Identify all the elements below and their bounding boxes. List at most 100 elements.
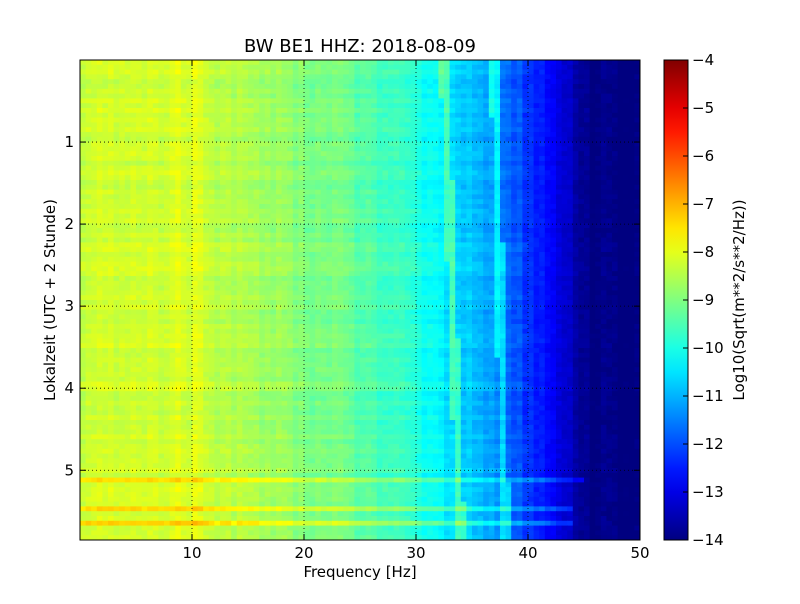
heatmap-cell (404, 146, 411, 152)
heatmap-cell (220, 117, 227, 123)
heatmap-cell (572, 285, 579, 291)
heatmap-cell (169, 74, 176, 80)
heatmap-cell (119, 271, 126, 277)
heatmap-cell (287, 199, 294, 205)
heatmap-cell (141, 208, 148, 215)
heatmap-cell (382, 266, 389, 272)
heatmap-cell (438, 228, 445, 234)
heatmap-cell (332, 141, 339, 147)
heatmap-cell (455, 199, 462, 205)
heatmap-cell (85, 93, 92, 99)
heatmap-cell (85, 170, 92, 176)
heatmap-cell (617, 175, 624, 181)
heatmap-cell (309, 103, 316, 109)
heatmap-cell (136, 165, 143, 171)
heatmap-cell (152, 242, 159, 248)
heatmap-cell (141, 98, 148, 104)
heatmap-cell (360, 252, 367, 258)
heatmap-cell (203, 112, 210, 119)
heatmap-cell (348, 136, 355, 143)
heatmap-cell (136, 108, 143, 114)
heatmap-cell (360, 285, 367, 291)
heatmap-cell (147, 112, 154, 119)
heatmap-cell (578, 271, 585, 277)
heatmap-cell (113, 170, 120, 176)
heatmap-cell (203, 64, 210, 71)
heatmap-cell (130, 204, 137, 210)
heatmap-cell (416, 276, 423, 282)
heatmap-cell (180, 208, 187, 215)
heatmap-cell (578, 69, 585, 75)
heatmap-cell (147, 136, 154, 143)
heatmap-cell (612, 290, 619, 296)
heatmap-cell (242, 122, 249, 128)
heatmap-cell (438, 175, 445, 181)
heatmap-cell (578, 189, 585, 195)
heatmap-cell (466, 88, 473, 95)
heatmap-cell (600, 69, 607, 75)
heatmap-cell (572, 228, 579, 234)
heatmap-cell (208, 170, 215, 176)
heatmap-cell (253, 199, 260, 205)
heatmap-cell (516, 204, 523, 210)
heatmap-cell (438, 184, 445, 191)
heatmap-cell (326, 74, 333, 80)
heatmap-cell (634, 146, 640, 152)
heatmap-cell (612, 64, 619, 71)
heatmap-cell (460, 223, 467, 229)
heatmap-cell (494, 208, 501, 215)
heatmap-cell (606, 160, 613, 167)
heatmap-cell (236, 232, 243, 239)
heatmap-cell (550, 228, 557, 234)
heatmap-cell (561, 93, 568, 99)
heatmap-cell (606, 189, 613, 195)
heatmap-cell (180, 271, 187, 277)
heatmap-cell (606, 199, 613, 205)
heatmap-cell (264, 261, 271, 267)
heatmap-cell (505, 247, 512, 253)
heatmap-cell (264, 103, 271, 109)
heatmap-cell (516, 88, 523, 95)
heatmap-cell (628, 74, 635, 80)
heatmap-cell (449, 69, 456, 75)
heatmap-cell (141, 60, 148, 66)
heatmap-cell (225, 213, 232, 219)
heatmap-cell (203, 256, 210, 263)
heatmap-cell (516, 237, 523, 243)
heatmap-cell (612, 256, 619, 263)
heatmap-cell (169, 151, 176, 157)
heatmap-cell (264, 295, 271, 301)
heatmap-cell (572, 242, 579, 248)
heatmap-cell (416, 228, 423, 234)
heatmap-cell (477, 290, 484, 296)
heatmap-cell (365, 122, 372, 128)
heatmap-cell (343, 199, 350, 205)
heatmap-cell (236, 165, 243, 171)
heatmap-cell (550, 60, 557, 66)
heatmap-cell (203, 280, 210, 287)
heatmap-cell (449, 266, 456, 272)
heatmap-cell (203, 208, 210, 215)
heatmap-cell (365, 60, 372, 66)
heatmap-cell (180, 117, 187, 123)
heatmap-cell (623, 79, 630, 85)
heatmap-cell (197, 79, 204, 85)
heatmap-cell (550, 261, 557, 267)
heatmap-cell (416, 204, 423, 210)
heatmap-cell (522, 252, 529, 258)
heatmap-cell (365, 232, 372, 239)
heatmap-cell (192, 136, 199, 143)
heatmap-cell (617, 271, 624, 277)
heatmap-cell (623, 280, 630, 287)
heatmap-cell (158, 204, 165, 210)
heatmap-cell (91, 232, 98, 239)
heatmap-cell (141, 276, 148, 282)
heatmap-cell (80, 189, 87, 195)
heatmap-cell (164, 189, 171, 195)
heatmap-cell (516, 103, 523, 109)
heatmap-cell (186, 180, 193, 186)
heatmap-cell (276, 290, 283, 296)
heatmap-cell (488, 64, 495, 71)
heatmap-cell (550, 93, 557, 99)
